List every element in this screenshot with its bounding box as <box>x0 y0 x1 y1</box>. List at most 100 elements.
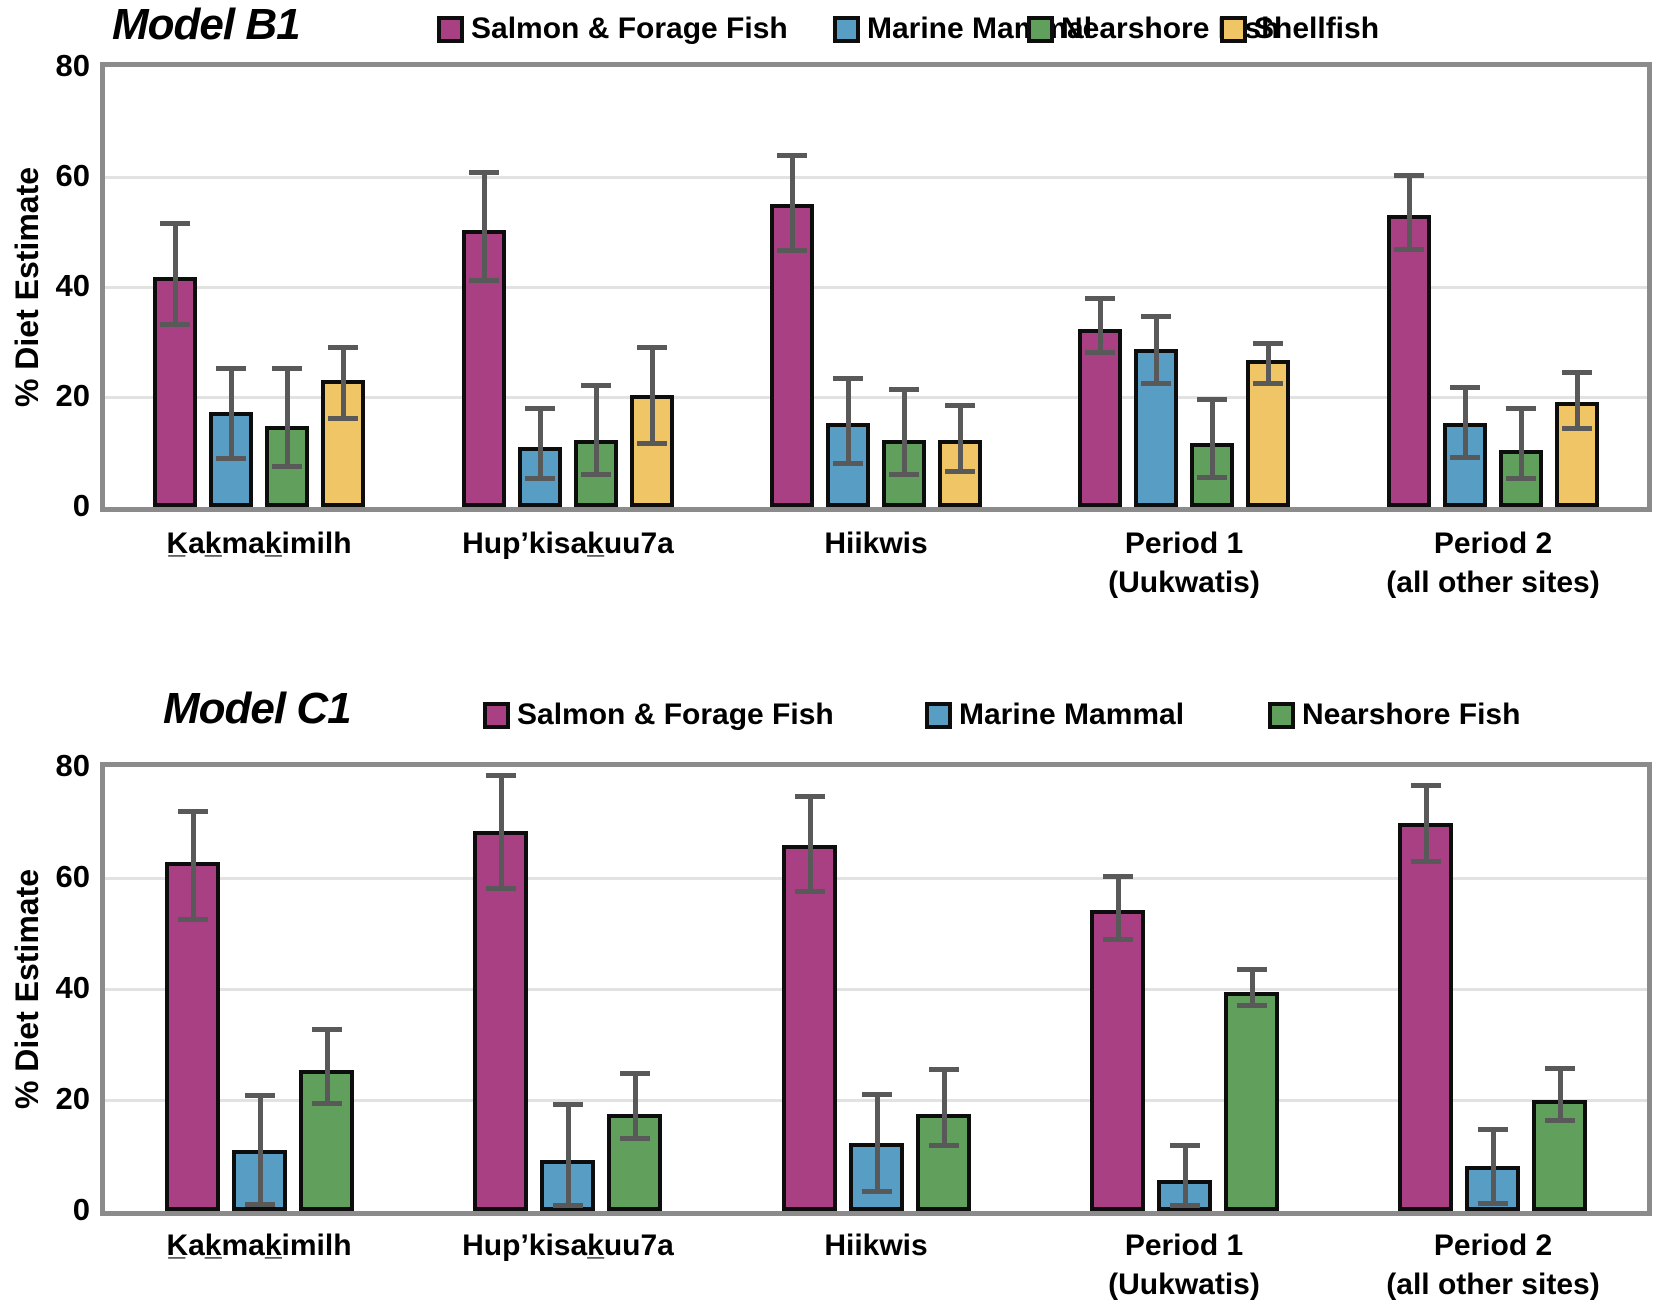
error-bar <box>1103 874 1133 942</box>
y-tick-80: 80 <box>55 748 90 783</box>
x-category-line: (Uukwatis) <box>1108 1268 1260 1301</box>
error-bar <box>1562 370 1592 431</box>
bar-salmon-forage-fish <box>1090 910 1145 1211</box>
x-category-label: Period 1 (Uukwatis) <box>1014 1226 1354 1304</box>
y-tick-60: 60 <box>55 158 90 193</box>
legend-item-nearshore-fish: Nearshore Fish <box>1268 698 1520 732</box>
error-bar <box>525 406 555 481</box>
error-line <box>498 773 504 891</box>
error-bar <box>1197 397 1227 480</box>
error-bar <box>328 345 358 421</box>
x-category-label: K̲ak̲mak̲imilh <box>89 1226 429 1265</box>
x-category-line: Period 2 <box>1433 1229 1553 1262</box>
error-bar <box>160 221 190 327</box>
error-bar <box>1394 173 1424 252</box>
error-bar <box>862 1092 892 1194</box>
error-line <box>1574 370 1580 431</box>
error-line <box>807 794 813 894</box>
x-category-line: Hiikwis <box>824 527 928 560</box>
error-bar <box>1141 314 1171 386</box>
error-line <box>1462 385 1468 460</box>
error-line <box>789 153 795 253</box>
x-category-line: (all other sites) <box>1386 1268 1600 1301</box>
error-bar <box>312 1027 342 1106</box>
bar-salmon-forage-fish <box>1078 329 1122 507</box>
bar-salmon-forage-fish <box>462 230 506 507</box>
error-line <box>1115 874 1121 942</box>
bar-nearshore-fish <box>916 1114 971 1211</box>
error-bar <box>469 170 499 283</box>
error-bar <box>929 1067 959 1148</box>
y-tick-40: 40 <box>55 268 90 303</box>
error-bar <box>1545 1066 1575 1123</box>
legend-label: Salmon & Forage Fish <box>471 12 788 45</box>
gridline-60 <box>105 877 1647 880</box>
error-line <box>1423 783 1429 864</box>
error-line <box>257 1093 263 1207</box>
legend-swatch-icon <box>1268 701 1295 729</box>
error-line <box>593 383 599 477</box>
legend-swatch-icon <box>1027 15 1054 43</box>
x-category-line: Period 1 <box>1124 527 1244 560</box>
plot-area-model-c1 <box>100 762 1652 1216</box>
error-line <box>941 1067 947 1148</box>
error-bar <box>1085 296 1115 355</box>
y-tick-40: 40 <box>55 970 90 1005</box>
error-line <box>228 366 234 461</box>
x-category-label: Hiikwis <box>706 1226 1046 1265</box>
bar-salmon-forage-fish <box>1387 215 1431 507</box>
x-category-label: Hiikwis <box>706 524 1046 563</box>
error-bar <box>1450 385 1480 460</box>
gridline-40 <box>105 988 1647 991</box>
legend-label: Marine Mammal <box>867 12 1093 45</box>
y-tick-80: 80 <box>55 48 90 83</box>
chart-title-model-b1: Model B1 <box>112 0 301 49</box>
x-category-label: Period 1 (Uukwatis) <box>1014 524 1354 602</box>
error-bar <box>620 1071 650 1141</box>
x-category-label: Period 2 (all other sites) <box>1323 524 1663 602</box>
y-tick-0: 0 <box>72 1192 90 1227</box>
x-category-line: Period 2 <box>1433 527 1553 560</box>
plot-area-model-b1 <box>100 62 1652 512</box>
x-category-line: K̲ak̲mak̲imilh <box>166 527 352 560</box>
error-line <box>1209 397 1215 480</box>
x-category-line: Hiikwis <box>824 1229 928 1262</box>
bar-nearshore-fish <box>1224 992 1279 1211</box>
legend-label: Shellfish <box>1254 12 1380 45</box>
y-tick-0: 0 <box>72 488 90 523</box>
error-bar <box>272 366 302 469</box>
y-tick-20: 20 <box>55 1081 90 1116</box>
y-tick-60: 60 <box>55 859 90 894</box>
error-bar <box>1411 783 1441 864</box>
legend-swatch-icon <box>483 701 510 729</box>
error-line <box>1182 1143 1188 1208</box>
error-bar <box>178 809 208 922</box>
error-bar <box>1237 967 1267 1008</box>
x-category-line: (Uukwatis) <box>1108 566 1260 599</box>
error-bar <box>216 366 246 461</box>
error-line <box>1490 1127 1496 1206</box>
error-line <box>874 1092 880 1194</box>
x-category-label: K̲ak̲mak̲imilh <box>89 524 429 563</box>
bar-salmon-forage-fish <box>1398 823 1453 1211</box>
error-bar <box>553 1102 583 1208</box>
x-category-line: K̲ak̲mak̲imilh <box>166 1229 352 1262</box>
bar-salmon-forage-fish <box>473 831 528 1211</box>
error-line <box>340 345 346 421</box>
error-bar <box>581 383 611 477</box>
error-line <box>172 221 178 327</box>
legend-item-salmon-forage-fish: Salmon & Forage Fish <box>437 12 788 46</box>
error-line <box>901 387 907 477</box>
legend-swatch-icon <box>833 15 860 43</box>
x-category-line: (all other sites) <box>1386 566 1600 599</box>
error-line <box>1406 173 1412 252</box>
x-category-label: Hup’kisak̲uu7a <box>398 524 738 563</box>
error-bar <box>1506 406 1536 481</box>
bar-shellfish <box>321 380 365 507</box>
error-line <box>1265 341 1271 386</box>
error-bar <box>833 376 863 466</box>
error-line <box>537 406 543 481</box>
legend-item-marine-mammal: Marine Mammal <box>925 698 1184 732</box>
legend-item-marine-mammal: Marine Mammal <box>833 12 1092 46</box>
